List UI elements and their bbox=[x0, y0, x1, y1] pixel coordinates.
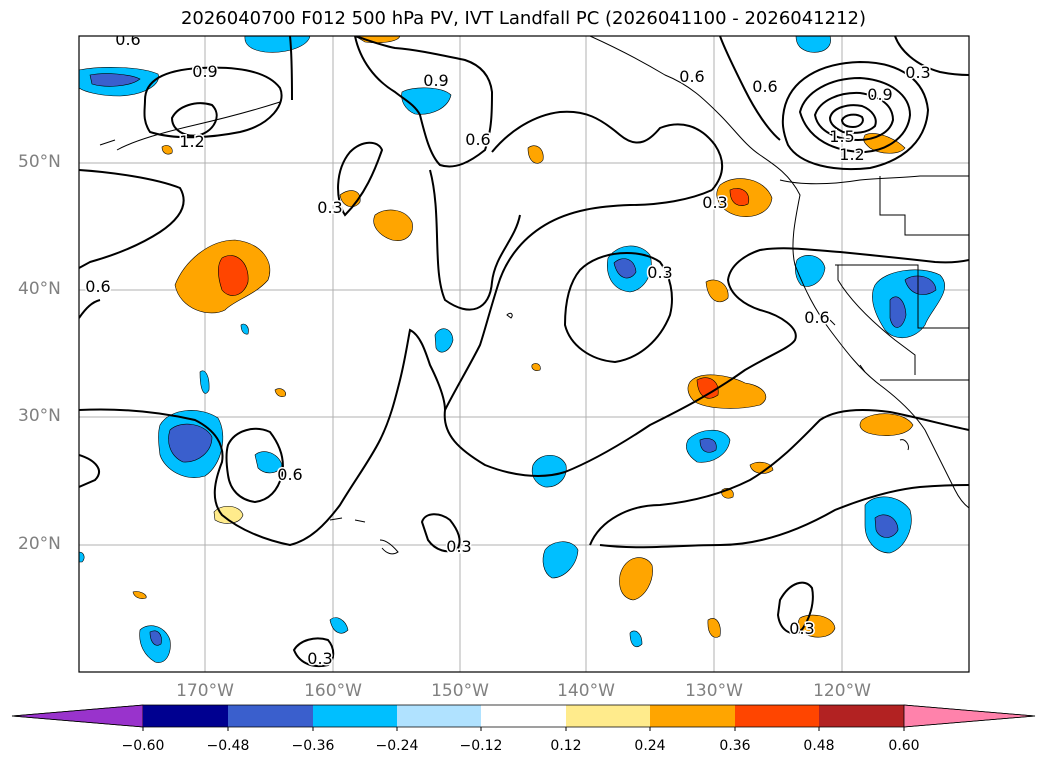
negative-anomaly-shading bbox=[79, 36, 946, 663]
svg-text:0.3: 0.3 bbox=[789, 619, 814, 638]
colorbar-tick-label: 0.60 bbox=[888, 738, 920, 754]
contour-labels: 0.6 0.9 1.2 0.9 0.6 0.6 0.9 0.3 1.5 1.2 … bbox=[84, 30, 932, 670]
colorbar-segment bbox=[819, 705, 904, 727]
svg-text:1.5: 1.5 bbox=[829, 127, 854, 146]
svg-text:0.9: 0.9 bbox=[867, 85, 892, 104]
lat-label: 30°N bbox=[18, 406, 61, 426]
colorbar-tick-label: −0.48 bbox=[206, 738, 250, 754]
lat-label: 50°N bbox=[18, 152, 61, 172]
colorbar-segment bbox=[143, 705, 228, 727]
colorbar-tick-label: 0.24 bbox=[634, 738, 666, 754]
map-title: 2026040700 F012 500 hPa PV, IVT Landfall… bbox=[180, 8, 867, 29]
svg-text:1.2: 1.2 bbox=[839, 145, 864, 164]
map-frame bbox=[78, 35, 970, 673]
lon-label: 150°W bbox=[431, 681, 489, 701]
colorbar-segment bbox=[650, 705, 735, 727]
svg-text:0.9: 0.9 bbox=[423, 71, 448, 90]
lon-label: 140°W bbox=[557, 681, 615, 701]
positive-anomaly-shading bbox=[132, 36, 914, 638]
lat-label: 40°N bbox=[18, 279, 61, 299]
svg-text:0.6: 0.6 bbox=[679, 67, 704, 86]
lon-label: 130°W bbox=[685, 681, 743, 701]
gridlines bbox=[79, 36, 969, 672]
colorbar-segment bbox=[313, 705, 397, 727]
colorbar-extend-high bbox=[903, 704, 1036, 728]
colorbar bbox=[11, 704, 1036, 731]
svg-text:0.3: 0.3 bbox=[307, 649, 332, 668]
lat-label: 20°N bbox=[18, 534, 61, 554]
colorbar-segment bbox=[735, 705, 819, 727]
coastlines bbox=[99, 36, 969, 555]
lon-label: 120°W bbox=[813, 681, 871, 701]
lon-label: 170°W bbox=[176, 681, 234, 701]
svg-text:0.3: 0.3 bbox=[702, 193, 727, 212]
colorbar-segment bbox=[397, 705, 481, 727]
colorbar-extend-low bbox=[11, 704, 144, 728]
colorbar-segment bbox=[228, 705, 313, 727]
colorbar-tick-label: −0.60 bbox=[121, 738, 165, 754]
svg-text:0.3: 0.3 bbox=[446, 537, 471, 556]
svg-text:0.9: 0.9 bbox=[192, 62, 217, 81]
svg-text:0.6: 0.6 bbox=[804, 308, 829, 327]
lon-label: 160°W bbox=[304, 681, 362, 701]
colorbar-tick-label: −0.12 bbox=[459, 738, 503, 754]
svg-text:0.3: 0.3 bbox=[317, 198, 342, 217]
svg-text:0.6: 0.6 bbox=[752, 77, 777, 96]
colorbar-tick-label: 0.12 bbox=[550, 738, 582, 754]
svg-text:0.6: 0.6 bbox=[85, 277, 110, 296]
svg-text:0.6: 0.6 bbox=[465, 130, 490, 149]
svg-text:1.2: 1.2 bbox=[179, 132, 204, 151]
colorbar-tick-label: −0.24 bbox=[375, 738, 419, 754]
contour-lines bbox=[79, 36, 969, 668]
svg-text:0.3: 0.3 bbox=[647, 263, 672, 282]
svg-text:0.6: 0.6 bbox=[277, 465, 302, 484]
svg-text:0.6: 0.6 bbox=[115, 30, 140, 49]
colorbar-tick-label: 0.36 bbox=[719, 738, 751, 754]
colorbar-segment bbox=[481, 705, 566, 727]
colorbar-tick-label: 0.48 bbox=[803, 738, 835, 754]
colorbar-tick-label: −0.36 bbox=[291, 738, 335, 754]
colorbar-segment bbox=[566, 705, 650, 727]
svg-text:0.3: 0.3 bbox=[905, 63, 930, 82]
map-plot-area: 0.6 0.9 1.2 0.9 0.6 0.6 0.9 0.3 1.5 1.2 … bbox=[79, 30, 969, 672]
